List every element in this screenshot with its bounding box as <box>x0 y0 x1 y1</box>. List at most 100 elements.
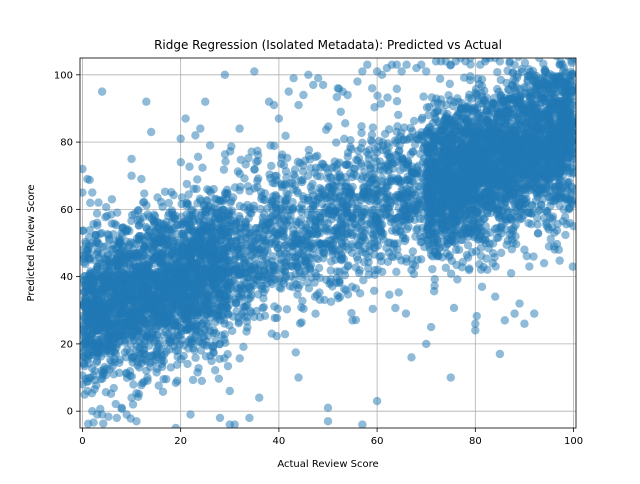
scatter-point <box>281 132 289 140</box>
scatter-point <box>553 226 561 234</box>
scatter-point <box>221 157 229 165</box>
scatter-point <box>138 379 146 387</box>
scatter-point <box>215 374 223 382</box>
scatter-point <box>94 198 102 206</box>
scatter-point <box>450 304 458 312</box>
scatter-point <box>224 362 232 370</box>
scatter-point <box>357 129 365 137</box>
scatter-point <box>311 309 319 317</box>
scatter-point <box>99 419 107 427</box>
scatter-point <box>191 354 199 362</box>
scatter-point <box>460 74 468 82</box>
scatter-point <box>370 287 378 295</box>
scatter-point <box>268 205 276 213</box>
scatter-point <box>282 189 290 197</box>
scatter-point <box>419 92 427 100</box>
scatter-point <box>334 294 342 302</box>
scatter-point <box>129 380 137 388</box>
scatter-point <box>555 256 563 264</box>
scatter-point <box>267 162 275 170</box>
scatter-point <box>261 246 269 254</box>
scatter-point <box>320 296 328 304</box>
scatter-point <box>93 209 101 217</box>
scatter-point <box>377 99 385 107</box>
scatter-point <box>406 150 414 158</box>
scatter-point <box>453 275 461 283</box>
scatter-point <box>337 108 345 116</box>
scatter-point <box>157 198 165 206</box>
scatter-point <box>308 186 316 194</box>
scatter-point <box>465 94 473 102</box>
scatter-point <box>211 366 219 374</box>
scatter-point <box>102 203 110 211</box>
scatter-point <box>393 97 401 105</box>
scatter-point <box>446 80 454 88</box>
scatter-point <box>383 93 391 101</box>
scatter-point <box>236 170 244 178</box>
scatter-point <box>183 180 191 188</box>
scatter-point <box>113 208 121 216</box>
scatter-point <box>108 362 116 370</box>
scatter-point <box>134 206 142 214</box>
scatter-point <box>376 157 384 165</box>
scatter-point <box>478 283 486 291</box>
scatter-point <box>266 141 274 149</box>
scatter-point <box>394 111 402 119</box>
scatter-point <box>413 224 421 232</box>
scatter-point <box>239 343 247 351</box>
scatter-point <box>431 275 439 283</box>
scatter-point <box>193 368 201 376</box>
scatter-point <box>193 175 201 183</box>
scatter-point <box>332 138 340 146</box>
scatter-point <box>236 354 244 362</box>
scatter-point <box>518 214 526 222</box>
scatter-point <box>194 153 202 161</box>
scatter-point <box>189 376 197 384</box>
scatter-point <box>414 162 422 170</box>
scatter-point <box>393 85 401 93</box>
scatter-point <box>254 151 262 159</box>
scatter-point <box>273 332 281 340</box>
scatter-point <box>242 160 250 168</box>
scatter-point <box>341 119 349 127</box>
scatter-point <box>177 158 185 166</box>
scatter-point <box>283 305 291 313</box>
scatter-point <box>473 312 481 320</box>
scatter-point <box>395 288 403 296</box>
scatter-point <box>220 205 228 213</box>
scatter-point <box>430 287 438 295</box>
scatter-point <box>364 258 372 266</box>
scatter-point <box>192 185 200 193</box>
scatter-point <box>353 253 361 261</box>
scatter-point <box>306 164 314 172</box>
scatter-point <box>162 375 170 383</box>
scatter-point <box>198 377 206 385</box>
scatter-point <box>381 130 389 138</box>
scatter-point <box>198 163 206 171</box>
scatter-point <box>357 144 365 152</box>
scatter-point <box>260 303 268 311</box>
scatter-point <box>497 249 505 257</box>
scatter-point <box>384 143 392 151</box>
scatter-point <box>185 163 193 171</box>
scatter-point <box>361 244 369 252</box>
scatter-point <box>274 305 282 313</box>
scatter-point <box>521 59 529 67</box>
scatter-point <box>385 291 393 299</box>
scatter-point <box>250 184 258 192</box>
scatter-point <box>369 305 377 313</box>
scatter-point <box>93 357 101 365</box>
scatter-point <box>296 319 304 327</box>
scatter-point <box>172 379 180 387</box>
scatter-point <box>534 229 542 237</box>
scatter-point <box>86 199 94 207</box>
scatter-point <box>258 254 266 262</box>
scatter-point <box>272 172 280 180</box>
scatter-point <box>280 161 288 169</box>
scatter-point <box>447 270 455 278</box>
scatter-point <box>561 231 569 239</box>
scatter-point <box>174 346 182 354</box>
scatter-point <box>256 313 264 321</box>
